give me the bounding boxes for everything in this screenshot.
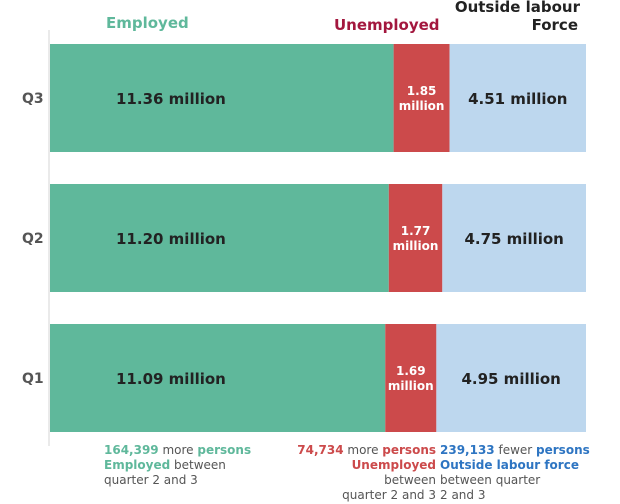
category-label-q1: Q1 <box>22 371 44 387</box>
legend-outside-line2: Force <box>531 16 578 34</box>
bar-q2-outside-labour-force <box>442 184 586 292</box>
annotation-employed: 164,399 more persons Employed between qu… <box>104 443 251 488</box>
annotation-unemployed-text3: quarter 2 and 3 <box>342 488 436 502</box>
annotation-unemployed-number: 74,734 <box>297 443 344 457</box>
data-label: million <box>388 379 434 393</box>
annotation-unemployed-text2: between <box>384 473 436 487</box>
annotation-outside-persons: persons <box>536 443 590 457</box>
bar-q1-unemployed <box>385 324 437 432</box>
legend-unemployed: Unemployed <box>334 16 440 34</box>
annotation-employed-text1: more <box>158 443 198 457</box>
annotation-unemployed: 74,734 more persons Unemployed between q… <box>297 443 436 503</box>
bar-q3-outside-labour-force <box>449 44 586 152</box>
bar-q2-employed <box>50 184 389 292</box>
annotation-outside-text3: 2 and 3 <box>440 488 486 502</box>
category-label-q2: Q2 <box>22 231 44 247</box>
bar-q1-employed <box>50 324 386 432</box>
annotation-employed-text2: between <box>170 458 226 472</box>
annotation-outside-text1: fewer <box>494 443 537 457</box>
annotation-unemployed-text1: more <box>343 443 383 457</box>
data-label: 11.20 million <box>116 230 226 248</box>
bar-q3-unemployed <box>393 44 450 152</box>
data-label: 4.51 million <box>468 90 567 108</box>
data-label: 4.75 million <box>464 230 563 248</box>
data-label: 4.95 million <box>461 370 560 388</box>
data-label: 11.36 million <box>116 90 226 108</box>
legend-employed: Employed <box>106 14 189 32</box>
data-label: 1.85 <box>407 84 437 98</box>
annotation-employed-category: Employed <box>104 458 171 472</box>
annotation-employed-persons: persons <box>197 443 252 457</box>
annotation-outside: 239,133 fewer persons Outside labour for… <box>440 443 590 503</box>
annotation-employed-text3: quarter 2 and 3 <box>104 473 198 487</box>
annotation-outside-number: 239,133 <box>440 443 495 457</box>
data-label: million <box>393 239 439 253</box>
bar-q3-employed <box>50 44 394 152</box>
bar-q1-outside-labour-force <box>436 324 586 432</box>
data-label: 11.09 million <box>116 370 226 388</box>
annotation-unemployed-persons: persons <box>382 443 436 457</box>
legend-outside-line1: Outside labour <box>454 0 580 16</box>
data-label: 1.77 <box>401 224 431 238</box>
annotation-outside-text2: between quarter <box>440 473 541 487</box>
category-label-q3: Q3 <box>22 91 44 107</box>
data-label: 1.69 <box>396 364 426 378</box>
annotation-unemployed-category: Unemployed <box>351 458 436 472</box>
data-label: million <box>399 99 445 113</box>
annotation-employed-number: 164,399 <box>104 443 159 457</box>
bar-q2-unemployed <box>388 184 443 292</box>
annotation-outside-category: Outside labour force <box>440 458 579 472</box>
